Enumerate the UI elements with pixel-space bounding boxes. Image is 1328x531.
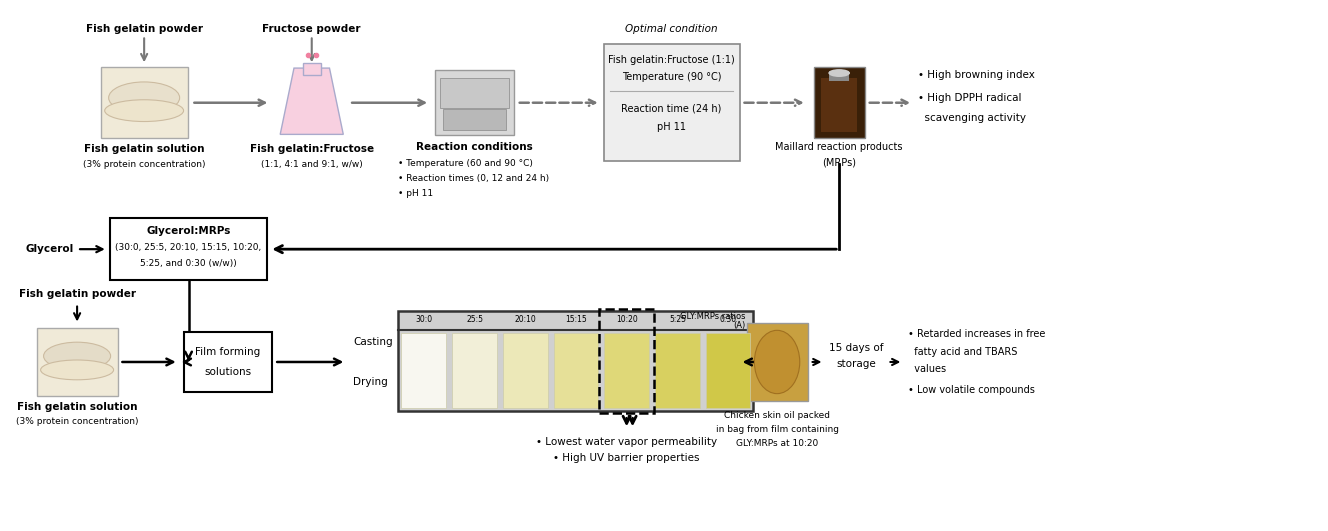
Text: Fish gelatin:Fructose: Fish gelatin:Fructose [250, 144, 373, 155]
Text: Reaction conditions: Reaction conditions [416, 142, 533, 152]
Bar [401, 333, 446, 408]
Text: values: values [908, 364, 947, 374]
Bar [822, 78, 857, 132]
Text: storage: storage [837, 359, 876, 369]
Text: Glycerol: Glycerol [25, 244, 74, 254]
Text: Fructose powder: Fructose powder [263, 23, 361, 33]
Text: in bag from film containing: in bag from film containing [716, 425, 838, 434]
Text: Reaction time (24 h): Reaction time (24 h) [622, 104, 722, 114]
Bar [110, 218, 267, 280]
Ellipse shape [754, 330, 799, 393]
Bar [829, 71, 849, 81]
Text: (A): (A) [733, 321, 745, 330]
Ellipse shape [105, 100, 183, 122]
Text: • Retarded increases in free: • Retarded increases in free [908, 329, 1045, 339]
Bar [398, 311, 753, 412]
Text: Glycerol:MRPs: Glycerol:MRPs [146, 226, 231, 236]
Text: pH 11: pH 11 [657, 123, 687, 132]
Bar [746, 323, 807, 400]
Ellipse shape [44, 342, 110, 370]
Bar [442, 109, 506, 131]
Text: Fish gelatin powder: Fish gelatin powder [19, 289, 135, 299]
Text: • Lowest water vapor permeability: • Lowest water vapor permeability [537, 437, 717, 447]
Bar [303, 63, 320, 75]
Text: solutions: solutions [205, 367, 251, 377]
Text: 25:5: 25:5 [466, 315, 483, 324]
Bar [440, 78, 509, 108]
Polygon shape [280, 68, 344, 134]
Text: • High UV barrier properties: • High UV barrier properties [554, 453, 700, 463]
Text: 5:25, and 0:30 (w/w)): 5:25, and 0:30 (w/w)) [141, 259, 236, 268]
Bar [814, 67, 865, 139]
Text: 0:30: 0:30 [720, 315, 737, 324]
Text: GLY:MRPs at 10:20: GLY:MRPs at 10:20 [736, 439, 818, 448]
Text: 15:15: 15:15 [566, 315, 587, 324]
Bar [603, 44, 740, 161]
Ellipse shape [829, 69, 850, 77]
Text: Film forming: Film forming [195, 347, 260, 357]
Text: Optimal condition: Optimal condition [625, 23, 718, 33]
Bar [655, 333, 700, 408]
Text: Drying: Drying [353, 377, 388, 387]
Text: Fish gelatin powder: Fish gelatin powder [85, 23, 203, 33]
Text: scavenging activity: scavenging activity [918, 113, 1027, 123]
Bar [705, 333, 750, 408]
Text: • Low volatile compounds: • Low volatile compounds [908, 384, 1035, 395]
Text: Temperature (90 °C): Temperature (90 °C) [622, 72, 721, 82]
Bar [436, 70, 514, 135]
Ellipse shape [41, 360, 114, 380]
Text: Casting: Casting [353, 337, 393, 347]
Text: (3% protein concentration): (3% protein concentration) [16, 417, 138, 426]
Text: • Temperature (60 and 90 °C): • Temperature (60 and 90 °C) [398, 159, 534, 168]
Bar [554, 333, 599, 408]
Text: GLY:MRPs ratios: GLY:MRPs ratios [680, 312, 745, 321]
Text: 5:25: 5:25 [669, 315, 685, 324]
Text: • High DPPH radical: • High DPPH radical [918, 93, 1021, 103]
Bar [503, 333, 547, 408]
Text: Fish gelatin solution: Fish gelatin solution [17, 401, 137, 412]
Text: 15 days of: 15 days of [829, 343, 883, 353]
Bar [183, 332, 272, 392]
Text: Fish gelatin:Fructose (1:1): Fish gelatin:Fructose (1:1) [608, 55, 734, 65]
Bar [599, 309, 653, 414]
Text: Fish gelatin solution: Fish gelatin solution [84, 144, 205, 155]
Bar [101, 67, 187, 139]
Bar [37, 328, 117, 396]
Text: Chicken skin oil packed: Chicken skin oil packed [724, 412, 830, 421]
Ellipse shape [109, 82, 179, 114]
Text: • Reaction times (0, 12 and 24 h): • Reaction times (0, 12 and 24 h) [398, 174, 550, 183]
Text: (30:0, 25:5, 20:10, 15:15, 10:20,: (30:0, 25:5, 20:10, 15:15, 10:20, [116, 243, 262, 252]
Text: (MRPs): (MRPs) [822, 157, 857, 167]
Text: • High browning index: • High browning index [918, 70, 1035, 80]
Bar [604, 333, 649, 408]
Text: 20:10: 20:10 [514, 315, 537, 324]
Text: (1:1, 4:1 and 9:1, w/w): (1:1, 4:1 and 9:1, w/w) [260, 160, 363, 169]
Text: • pH 11: • pH 11 [398, 189, 434, 198]
Text: 30:0: 30:0 [416, 315, 433, 324]
Text: Maillard reaction products: Maillard reaction products [776, 142, 903, 152]
Text: 10:20: 10:20 [616, 315, 637, 324]
Text: fatty acid and TBARS: fatty acid and TBARS [908, 347, 1017, 357]
Bar [452, 333, 497, 408]
Text: (3% protein concentration): (3% protein concentration) [82, 160, 206, 169]
